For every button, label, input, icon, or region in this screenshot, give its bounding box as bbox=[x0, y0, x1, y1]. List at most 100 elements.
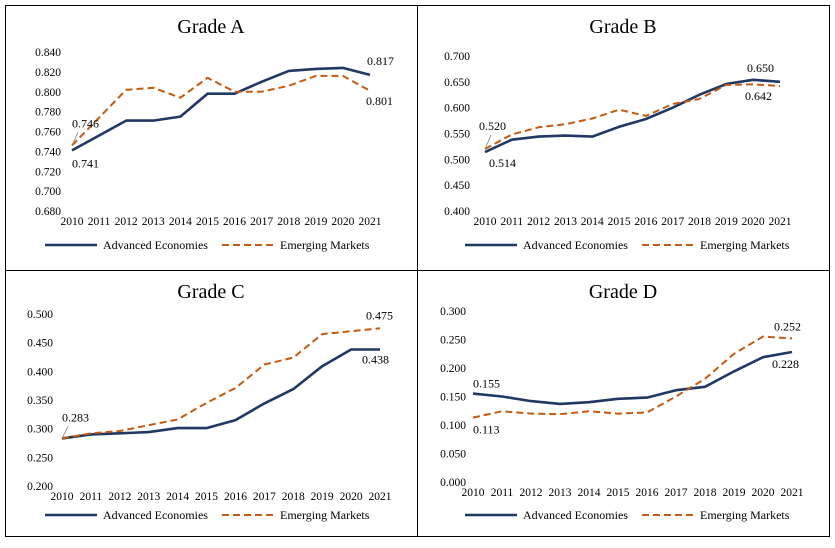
x-tick-label: 2017 bbox=[250, 216, 273, 228]
series-line-emerging-markets bbox=[61, 327, 381, 440]
x-tick-label: 2015 bbox=[607, 487, 630, 499]
x-tick-label: 2019 bbox=[723, 487, 746, 499]
x-tick-label: 2014 bbox=[581, 216, 604, 228]
series-line-advanced-economies bbox=[484, 78, 781, 154]
x-tick-label: 2011 bbox=[88, 216, 111, 228]
y-tick-label: 0.000 bbox=[440, 477, 466, 489]
data-label: 0.746 bbox=[72, 116, 99, 130]
panel-grade-a: Grade A 0.680 0.700 0.720 0.740 0.760 0.780 0.8… bbox=[35, 16, 394, 252]
y-tick-label: 0.200 bbox=[440, 363, 466, 375]
y-tick-label: 0.650 bbox=[444, 77, 470, 89]
x-tick-label: 2021 bbox=[369, 491, 392, 503]
data-label: 0.817 bbox=[367, 54, 394, 68]
y-tick-label: 0.740 bbox=[35, 146, 61, 158]
legend: Advanced Economies Emerging Markets bbox=[45, 508, 370, 522]
x-tick-label: 2014 bbox=[578, 487, 601, 499]
data-label: 0.514 bbox=[489, 156, 516, 170]
data-label: 0.650 bbox=[747, 61, 774, 75]
x-tick-label: 2010 bbox=[474, 216, 497, 228]
legend-label-advanced: Advanced Economies bbox=[523, 238, 628, 252]
y-tick-label: 0.600 bbox=[444, 103, 470, 115]
x-tick-label: 2015 bbox=[196, 216, 219, 228]
x-tick-label: 2012 bbox=[115, 216, 138, 228]
legend-label-advanced: Advanced Economies bbox=[523, 508, 628, 522]
x-tick-label: 2012 bbox=[520, 487, 543, 499]
y-tick-label: 0.450 bbox=[444, 180, 470, 192]
legend: Advanced Economies Emerging Markets bbox=[465, 238, 790, 252]
series-line-emerging-markets bbox=[472, 335, 793, 419]
y-tick-label: 0.840 bbox=[35, 47, 61, 59]
x-tick-label: 2015 bbox=[608, 216, 631, 228]
data-label: 0.252 bbox=[774, 319, 801, 333]
data-label: 0.283 bbox=[62, 410, 89, 424]
chart-title: Grade D bbox=[589, 281, 657, 303]
x-tick-label: 2015 bbox=[195, 491, 218, 503]
legend-label-emerging: Emerging Markets bbox=[700, 238, 790, 252]
y-tick-label: 0.200 bbox=[27, 481, 53, 493]
x-tick-label: 2020 bbox=[340, 491, 363, 503]
x-tick-label: 2020 bbox=[752, 487, 775, 499]
x-tick-label: 2019 bbox=[311, 491, 334, 503]
label-leader-line bbox=[484, 134, 492, 150]
y-tick-label: 0.450 bbox=[27, 338, 53, 350]
data-label: 0.642 bbox=[745, 89, 772, 103]
legend-label-emerging: Emerging Markets bbox=[280, 238, 370, 252]
x-tick-label: 2013 bbox=[554, 216, 577, 228]
x-tick-label: 2018 bbox=[688, 216, 711, 228]
x-tick-label: 2016 bbox=[223, 216, 246, 228]
legend-label-advanced: Advanced Economies bbox=[103, 238, 208, 252]
y-tick-label: 0.500 bbox=[444, 154, 470, 166]
y-tick-label: 0.800 bbox=[35, 87, 61, 99]
x-tick-label: 2021 bbox=[769, 216, 792, 228]
y-tick-label: 0.150 bbox=[440, 392, 466, 404]
y-tick-label: 0.300 bbox=[27, 424, 53, 436]
x-tick-label: 2016 bbox=[224, 491, 247, 503]
x-tick-label: 2017 bbox=[661, 216, 684, 228]
series-line-emerging-markets bbox=[484, 83, 781, 150]
y-tick-label: 0.700 bbox=[444, 51, 470, 63]
x-tick-label: 2011 bbox=[491, 487, 514, 499]
data-label: 0.741 bbox=[72, 156, 99, 170]
x-tick-label: 2016 bbox=[634, 216, 657, 228]
panel-grade-b: Grade B 0.400 0.450 0.500 0.550 0.600 0.650 0.7… bbox=[444, 16, 792, 252]
x-tick-label: 2013 bbox=[142, 216, 165, 228]
x-tick-label: 2019 bbox=[304, 216, 327, 228]
x-tick-label: 2010 bbox=[61, 216, 84, 228]
data-label: 0.228 bbox=[772, 357, 799, 371]
x-tick-label: 2012 bbox=[527, 216, 550, 228]
y-tick-label: 0.700 bbox=[35, 186, 61, 198]
chart-title: Grade A bbox=[177, 16, 245, 38]
x-tick-label: 2011 bbox=[501, 216, 524, 228]
x-tick-label: 2021 bbox=[359, 216, 382, 228]
panel-grade-c: Grade C 0.200 0.250 0.300 0.350 0.400 0.450 0.5… bbox=[27, 281, 393, 522]
y-tick-label: 0.350 bbox=[27, 395, 53, 407]
data-label: 0.113 bbox=[473, 423, 500, 437]
x-tick-label: 2014 bbox=[166, 491, 189, 503]
y-tick-label: 0.100 bbox=[440, 420, 466, 432]
y-tick-label: 0.050 bbox=[440, 449, 466, 461]
x-tick-label: 2021 bbox=[781, 487, 804, 499]
series-line-advanced-economies bbox=[61, 348, 380, 440]
x-tick-label: 2018 bbox=[277, 216, 300, 228]
y-tick-label: 0.400 bbox=[27, 366, 53, 378]
series-line-advanced-economies bbox=[71, 66, 371, 152]
x-tick-label: 2018 bbox=[694, 487, 717, 499]
y-tick-label: 0.300 bbox=[440, 306, 466, 318]
data-label: 0.438 bbox=[362, 353, 389, 367]
x-tick-label: 2017 bbox=[665, 487, 688, 499]
x-tick-label: 2018 bbox=[282, 491, 305, 503]
x-tick-label: 2016 bbox=[636, 487, 659, 499]
y-tick-label: 0.550 bbox=[444, 129, 470, 141]
data-label: 0.801 bbox=[366, 94, 393, 108]
x-tick-label: 2020 bbox=[331, 216, 354, 228]
x-tick-label: 2020 bbox=[742, 216, 765, 228]
x-tick-label: 2013 bbox=[549, 487, 572, 499]
x-tick-label: 2010 bbox=[462, 487, 485, 499]
legend-label-advanced: Advanced Economies bbox=[103, 508, 208, 522]
data-label: 0.155 bbox=[473, 377, 500, 391]
y-tick-label: 0.760 bbox=[35, 127, 61, 139]
y-tick-label: 0.680 bbox=[35, 206, 61, 218]
y-tick-label: 0.820 bbox=[35, 67, 61, 79]
